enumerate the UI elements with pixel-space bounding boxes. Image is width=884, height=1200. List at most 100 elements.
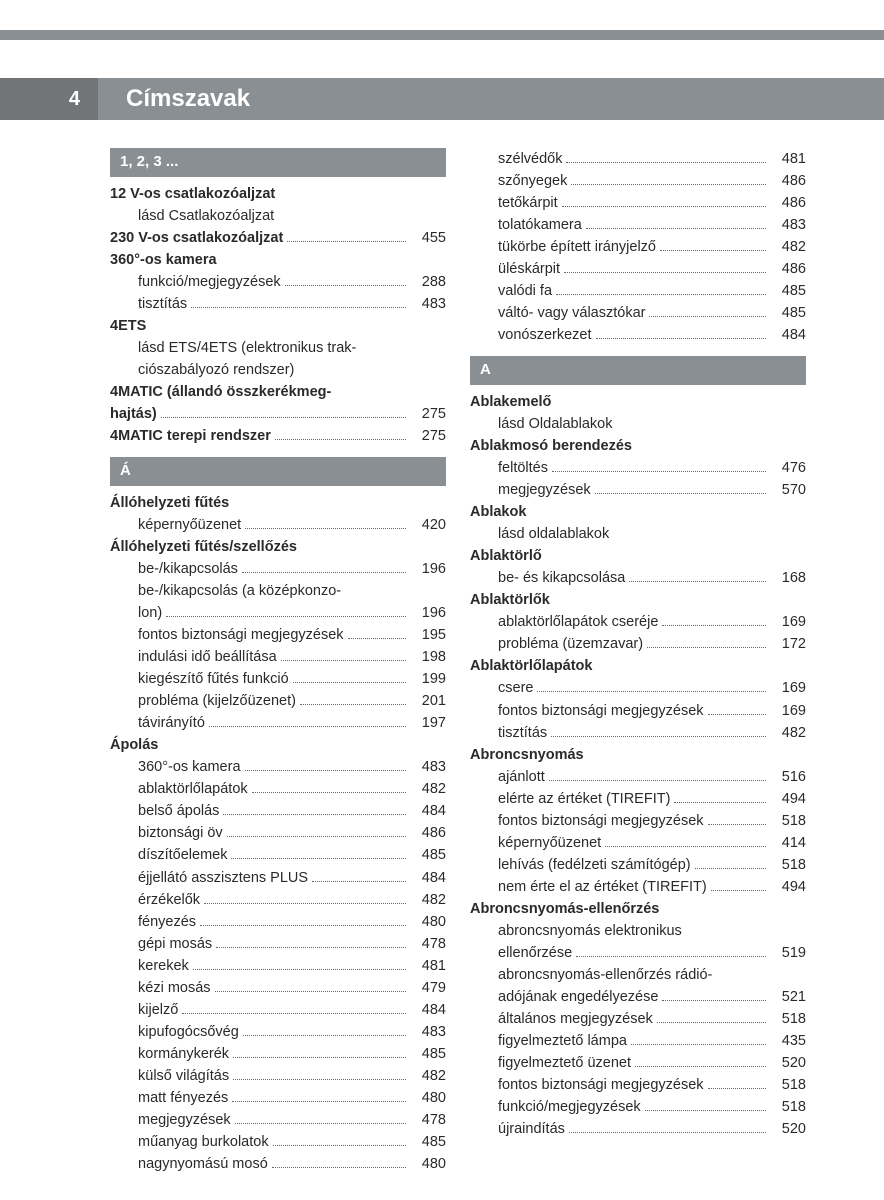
leader-dots <box>233 1057 406 1058</box>
entry-page: 168 <box>770 567 806 589</box>
entry-label: belső ápolás <box>138 800 219 822</box>
entry-page: 169 <box>770 611 806 633</box>
leader-dots <box>245 528 406 529</box>
leader-dots <box>569 1132 766 1133</box>
leader-dots <box>596 338 767 339</box>
index-entry: tisztítás482 <box>470 722 806 744</box>
entry-label: hajtás) <box>110 403 157 425</box>
entry-label: Ablaktörlő <box>470 545 542 567</box>
index-entry: fontos biztonsági megjegyzések518 <box>470 1074 806 1096</box>
index-entry: tükörbe épített irányjelző482 <box>470 236 806 258</box>
index-entry: ellenőrzése519 <box>470 942 806 964</box>
entry-page: 196 <box>410 558 446 580</box>
leader-dots <box>191 307 406 308</box>
leader-dots <box>235 1123 406 1124</box>
index-entry: külső világítás482 <box>110 1065 446 1087</box>
top-accent-bar <box>0 30 884 40</box>
entry-label: üléskárpit <box>498 258 560 280</box>
index-entry: váltó- vagy választókar485 <box>470 302 806 324</box>
entry-page: 518 <box>770 1008 806 1030</box>
index-entry: lásd Csatlakozóaljzat <box>110 205 446 227</box>
index-entry: be- és kikapcsolása 168 <box>470 567 806 589</box>
index-entry: indulási idő beállítása198 <box>110 646 446 668</box>
entry-page: 288 <box>410 271 446 293</box>
index-entry: 360°-os kamera <box>110 249 446 271</box>
entry-label: kiegészítő fűtés funkció <box>138 668 289 690</box>
entry-label: adójának engedélyezése <box>498 986 658 1008</box>
index-entry: hajtás) 275 <box>110 403 446 425</box>
entry-label: lásd ETS/4ETS (elektronikus trak- <box>138 337 356 359</box>
index-entry: gépi mosás478 <box>110 933 446 955</box>
entry-label: Ablakemelő <box>470 391 551 413</box>
entry-label: ciószabályozó rendszer) <box>138 359 294 381</box>
leader-dots <box>549 780 766 781</box>
leader-dots <box>231 858 406 859</box>
page-title: Címszavak <box>126 85 250 113</box>
page-number: 4 <box>0 78 98 120</box>
entry-label: figyelmeztető lámpa <box>498 1030 627 1052</box>
entry-label: be-/kikapcsolás (a középkonzo- <box>138 580 341 602</box>
entry-label: elérte az értéket (TIREFIT) <box>498 788 670 810</box>
entry-label: 360°-os kamera <box>138 756 241 778</box>
index-entry: újraindítás520 <box>470 1118 806 1140</box>
index-entry: kijelző484 <box>110 999 446 1021</box>
entry-page: 518 <box>770 810 806 832</box>
entry-label: 230 V-os csatlakozóaljzat <box>110 227 283 249</box>
leader-dots <box>233 1079 406 1080</box>
index-entry: képernyőüzenet414 <box>470 832 806 854</box>
entry-label: Állóhelyzeti fűtés/szellőzés <box>110 536 297 558</box>
section-heading: 1, 2, 3 ... <box>110 148 446 177</box>
index-entry: Abroncsnyomás-ellenőrzés <box>470 898 806 920</box>
entry-label: Ablakok <box>470 501 526 523</box>
index-entry: fontos biztonsági megjegyzések195 <box>110 624 446 646</box>
entry-page: 478 <box>410 933 446 955</box>
index-entry: kerekek481 <box>110 955 446 977</box>
index-entry: ablaktörlőlapátok 482 <box>110 778 446 800</box>
leader-dots <box>275 439 406 440</box>
entry-page: 275 <box>410 403 446 425</box>
entry-label: fényezés <box>138 911 196 933</box>
index-entry: Ablaktörlők <box>470 589 806 611</box>
entry-page: 169 <box>770 677 806 699</box>
index-entry: nem érte el az értéket (TIREFIT)494 <box>470 876 806 898</box>
entry-page: 482 <box>410 1065 446 1087</box>
leader-dots <box>223 814 406 815</box>
entry-page: 486 <box>770 192 806 214</box>
leader-dots <box>635 1066 766 1067</box>
entry-label: Ablaktörlőlapátok <box>470 655 592 677</box>
entry-label: Abroncsnyomás <box>470 744 584 766</box>
entry-page: 485 <box>410 1043 446 1065</box>
leader-dots <box>586 228 766 229</box>
leader-dots <box>245 770 406 771</box>
leader-dots <box>649 316 766 317</box>
entry-label: ablaktörlőlapátok <box>138 778 248 800</box>
index-entry: általános megjegyzések518 <box>470 1008 806 1030</box>
leader-dots <box>285 285 406 286</box>
leader-dots <box>215 991 406 992</box>
entry-page: 482 <box>410 778 446 800</box>
entry-label: be- és kikapcsolása <box>498 567 625 589</box>
leader-dots <box>287 241 406 242</box>
entry-page: 570 <box>770 479 806 501</box>
entry-label: nem érte el az értéket (TIREFIT) <box>498 876 707 898</box>
entry-page: 196 <box>410 602 446 624</box>
entry-page: 420 <box>410 514 446 536</box>
index-entry: abroncsnyomás-ellenőrzés rádió- <box>470 964 806 986</box>
index-entry: lon)196 <box>110 602 446 624</box>
entry-label: fontos biztonsági megjegyzések <box>498 1074 704 1096</box>
section-heading: Á <box>110 457 446 486</box>
leader-dots <box>657 1022 766 1023</box>
index-entry: Állóhelyzeti fűtés/szellőzés <box>110 536 446 558</box>
entry-page: 483 <box>410 1021 446 1043</box>
index-entry: tisztítás483 <box>110 293 446 315</box>
leader-dots <box>556 294 766 295</box>
index-entry: 4ETS <box>110 315 446 337</box>
entry-page: 481 <box>410 955 446 977</box>
index-entry: funkció/megjegyzések518 <box>470 1096 806 1118</box>
entry-label: probléma (kijelzőüzenet) <box>138 690 296 712</box>
index-entry: elérte az értéket (TIREFIT)494 <box>470 788 806 810</box>
entry-label: lásd Oldalablakok <box>498 413 612 435</box>
entry-page: 172 <box>770 633 806 655</box>
index-entry: szőnyegek486 <box>470 170 806 192</box>
leader-dots <box>629 581 766 582</box>
